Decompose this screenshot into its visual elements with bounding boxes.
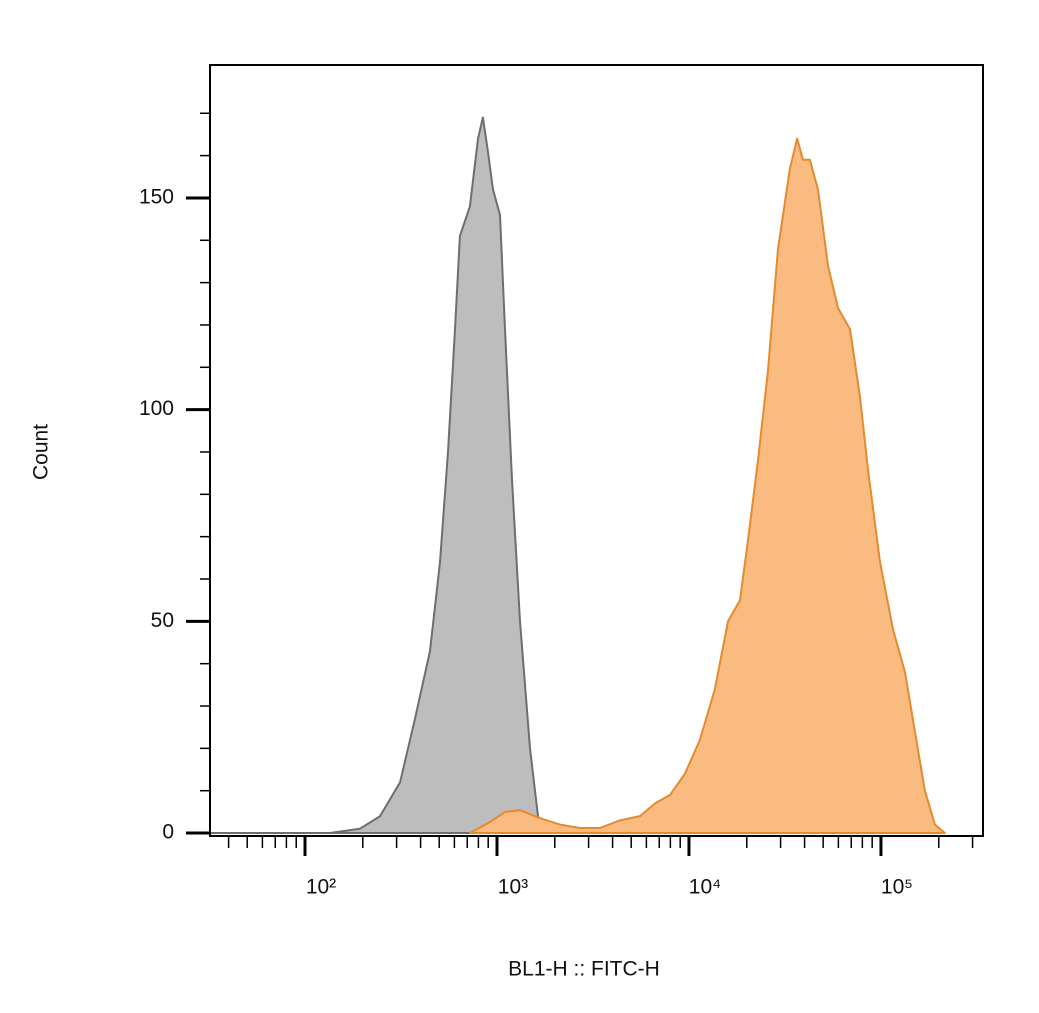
x-tick-label: 10⁴ — [689, 876, 721, 899]
y-axis-label: Count — [30, 424, 53, 480]
x-tick-label: 10³ — [498, 876, 528, 899]
y-tick-label: 150 — [139, 185, 174, 208]
histogram-area — [468, 137, 946, 834]
x-axis-label: BL1-H :: FITC-H — [508, 958, 660, 981]
histogram-area — [209, 116, 546, 834]
y-tick-label: 100 — [139, 397, 174, 420]
y-tick-label: 0 — [162, 821, 174, 844]
y-tick-label: 50 — [151, 609, 174, 632]
x-tick-label: 10² — [306, 876, 336, 899]
x-tick-label: 10⁵ — [881, 876, 913, 899]
plot-frame — [209, 64, 984, 837]
